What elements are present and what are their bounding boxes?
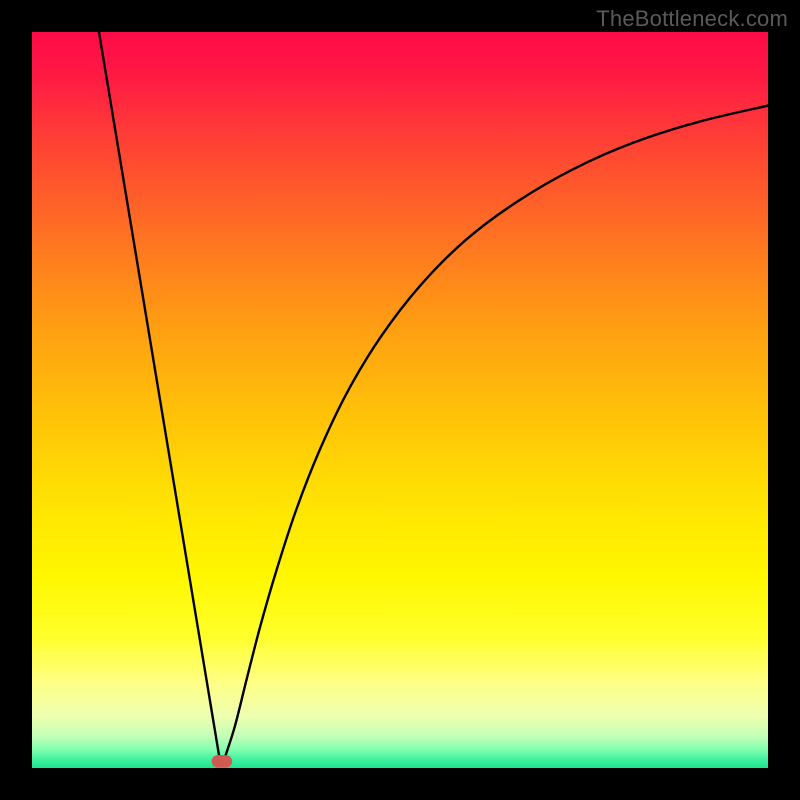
watermark-text: TheBottleneck.com (596, 6, 788, 32)
bottleneck-chart-svg (32, 32, 768, 768)
gradient-background (32, 32, 768, 768)
chart-frame: TheBottleneck.com (0, 0, 800, 800)
plot-area (32, 32, 768, 768)
optimum-marker (212, 755, 233, 768)
